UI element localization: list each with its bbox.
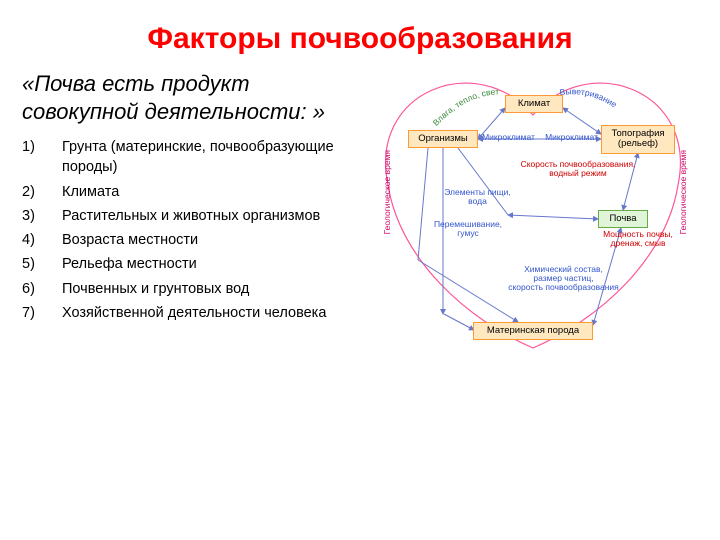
list-item: 3)Растительных и животных организмов	[22, 206, 358, 226]
node-climate: Климат	[505, 95, 563, 113]
edge	[563, 108, 601, 134]
list-text: Почвенных и грунтовых вод	[62, 279, 249, 299]
axis-left-label: Геологическое время	[382, 150, 392, 234]
list-item: 6)Почвенных и грунтовых вод	[22, 279, 358, 299]
edge	[418, 260, 518, 322]
list-num: 1)	[22, 137, 62, 178]
list-num: 5)	[22, 254, 62, 274]
caption-humus: Перемешивание,гумус	[428, 220, 508, 238]
list-text: Климата	[62, 182, 119, 202]
list-text: Грунта (материнские, почвообразующие пор…	[62, 137, 358, 178]
list-num: 6)	[22, 279, 62, 299]
axis-right-label: Геологическое время	[678, 150, 688, 234]
curved-left-label: Влага, тепло, свет	[431, 86, 500, 127]
caption-food: Элементы пищи,вода	[440, 188, 515, 206]
text-column: «Почва есть продукт совокупной деятельно…	[22, 70, 358, 370]
factor-list: 1)Грунта (материнские, почвообразующие п…	[22, 137, 358, 323]
caption-micro_l: Микроклимат	[481, 133, 536, 142]
caption-thickness: Мощность почвы,дренаж, смыв	[593, 230, 683, 248]
list-text: Хозяйственной деятельности человека	[62, 303, 326, 323]
quote-text: «Почва есть продукт совокупной деятельно…	[22, 70, 358, 125]
curved-right-label: Выветривание	[559, 86, 619, 109]
caption-chem: Химический состав,размер частиц,скорость…	[506, 265, 621, 292]
list-num: 3)	[22, 206, 62, 226]
list-item: 1)Грунта (материнские, почвообразующие п…	[22, 137, 358, 178]
node-parent: Материнская порода	[473, 322, 593, 340]
node-soil: Почва	[598, 210, 648, 228]
node-topography: Топография(рельеф)	[601, 125, 675, 154]
list-item: 2)Климата	[22, 182, 358, 202]
list-text: Рельефа местности	[62, 254, 197, 274]
caption-micro_r: Микроклимат	[544, 133, 599, 142]
list-num: 4)	[22, 230, 62, 250]
list-num: 7)	[22, 303, 62, 323]
list-text: Растительных и животных организмов	[62, 206, 320, 226]
node-organisms: Организмы	[408, 130, 478, 148]
edge	[444, 314, 474, 330]
list-num: 2)	[22, 182, 62, 202]
diagram-column: Влага, тепло, свет Выветривание Геологич…	[358, 70, 698, 370]
list-item: 5)Рельефа местности	[22, 254, 358, 274]
edge	[508, 215, 598, 219]
caption-rate: Скорость почвообразования,водный режим	[518, 160, 638, 178]
soil-diagram: Влага, тепло, свет Выветривание Геологич…	[358, 70, 698, 370]
list-text: Возраста местности	[62, 230, 198, 250]
content-area: «Почва есть продукт совокупной деятельно…	[0, 70, 720, 370]
list-item: 7)Хозяйственной деятельности человека	[22, 303, 358, 323]
page-title: Факторы почвообразования	[0, 0, 720, 70]
list-item: 4)Возраста местности	[22, 230, 358, 250]
edge	[418, 148, 428, 260]
